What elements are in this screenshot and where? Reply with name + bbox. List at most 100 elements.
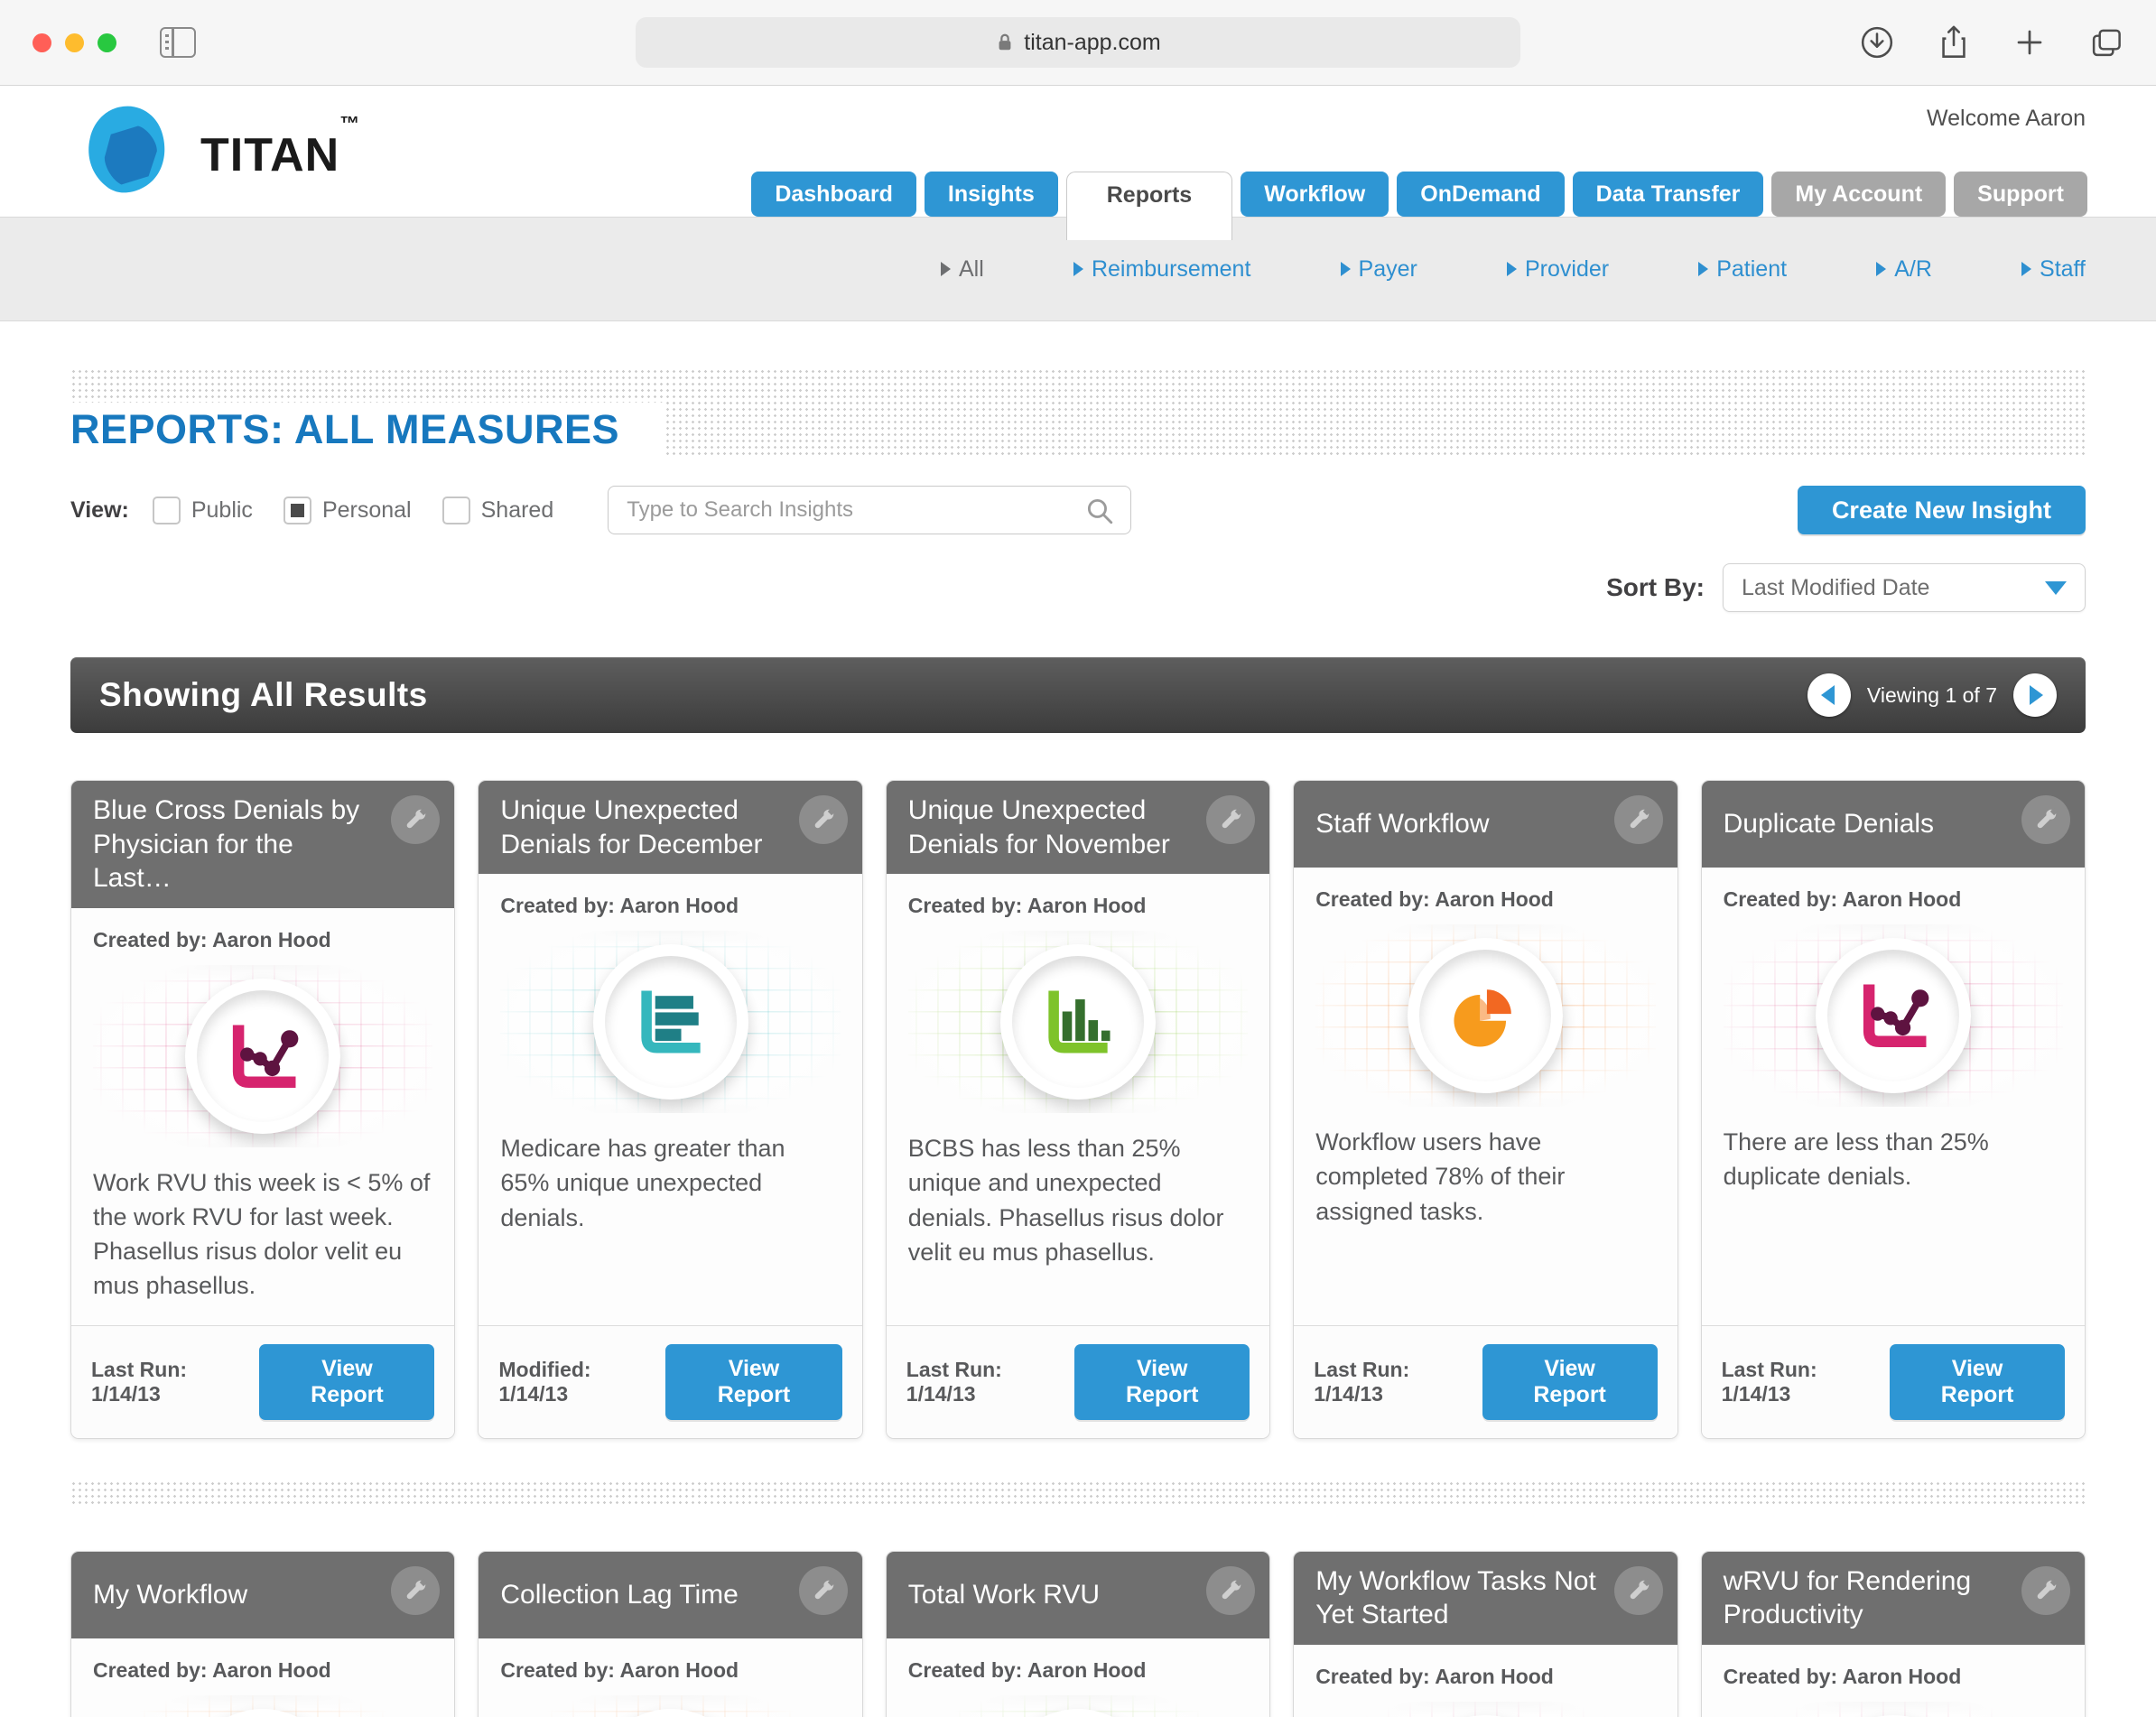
wrench-icon[interactable] [391,795,441,844]
subnav-payer[interactable]: Payer [1340,256,1417,283]
wrench-icon[interactable] [1206,795,1256,844]
card-body: Created by: Aaron HoodYou have 4 tasks y… [1294,1645,1677,1717]
view-option-public[interactable]: Public [152,496,253,524]
primary-nav: Dashboard Insights Reports Workflow OnDemand… [751,172,2087,240]
nav-insights[interactable]: Insights [924,172,1058,217]
triangle-right-icon [1698,262,1709,276]
sidebar-toggle-icon[interactable] [160,27,196,58]
wrench-icon[interactable] [2021,1565,2070,1615]
url-text: titan-app.com [1024,29,1161,55]
report-card-total-work-rvu: Total Work RVU Created by: Aaron HoodWork… [885,1550,1271,1717]
icon-circle [1408,1714,1564,1717]
subnav-reimbursement[interactable]: Reimbursement [1073,256,1250,283]
zoom-window-button[interactable] [98,32,116,52]
card-description: Medicare has greater than 65% unique une… [500,1135,785,1231]
search-insights [608,486,1132,534]
subnav-patient[interactable]: Patient [1698,256,1787,283]
card-created-by: Created by: Aaron Hood [907,894,1147,917]
row-divider [70,1480,2086,1504]
card-header: Staff Workflow [1294,781,1677,868]
page-title-band: REPORTS: ALL MEASURES [70,368,2086,460]
brand-name: TITAN [200,129,340,181]
wrench-icon[interactable] [798,795,848,844]
card-thumbnail [93,964,433,1147]
report-card-my-workflow: My Workflow Created by: Aaron HoodYou hav… [70,1550,456,1717]
titan-logo[interactable]: TITAN™ [79,102,359,209]
view-report-button[interactable]: View Report [259,1343,435,1420]
nav-my-account[interactable]: My Account [1771,172,1947,217]
card-footer: Last Run: 1/14/13 View Report [1294,1324,1677,1438]
subnav-a-r[interactable]: A/R [1876,256,1932,283]
checkbox-icon[interactable] [441,496,470,524]
close-window-button[interactable] [33,32,51,52]
nav-data-transfer[interactable]: Data Transfer [1572,172,1764,217]
nav-reports[interactable]: Reports [1065,172,1233,240]
tab-overview-icon[interactable] [2089,26,2123,59]
card-title: My Workflow Tasks Not Yet Started [1315,1565,1596,1630]
nav-support[interactable]: Support [1954,172,2087,217]
wrench-icon[interactable] [798,1565,848,1615]
card-description: BCBS has less than 25% unique and unexpe… [907,1135,1224,1266]
card-body: Created by: Aaron Hood Workflow users hav… [1294,868,1677,1325]
icon-circle [592,944,748,1100]
subnav-staff[interactable]: Staff [2021,256,2086,283]
view-report-button[interactable]: View Report [1074,1343,1250,1420]
icon-circle [592,1708,748,1717]
minimize-window-button[interactable] [65,32,84,52]
view-report-button[interactable]: View Report [1890,1343,2065,1420]
new-tab-icon[interactable] [2013,26,2046,59]
search-input[interactable] [608,486,1132,534]
subnav-all[interactable]: All [941,256,984,283]
card-footer: Last Run: 1/14/13 View Report [1701,1324,2085,1438]
results-bar: Showing All Results Viewing 1 of 7 [70,657,2086,733]
card-body: Created by: Aaron Hood BCBS has less than… [887,874,1269,1325]
card-thumbnail [1723,1701,2063,1717]
checkbox-icon[interactable] [152,496,181,524]
vbar-chart-green-icon [1011,956,1144,1088]
wrench-icon[interactable] [2021,795,2070,844]
card-body: Created by: Aaron Hood< 60% of collectio… [479,1638,861,1717]
pager-previous-button[interactable] [1807,673,1851,717]
checkbox-checked-icon[interactable] [283,496,311,524]
subnav-provider[interactable]: Provider [1506,256,1609,283]
create-new-insight-button[interactable]: Create New Insight [1797,486,2086,534]
wrench-icon[interactable] [1613,1565,1663,1615]
card-thumbnail [1723,924,2063,1107]
view-option-shared[interactable]: Shared [441,496,554,524]
share-icon[interactable] [1938,24,1970,60]
wrench-icon[interactable] [391,1565,441,1615]
card-thumbnail [500,1694,841,1717]
triangle-right-icon [941,262,951,276]
card-header: My Workflow [71,1551,455,1638]
icon-circle [999,944,1156,1100]
view-option-personal[interactable]: Personal [283,496,412,524]
report-card-blue-cross-denials-by-physician-for-the-last: Blue Cross Denials by Physician for the … [70,780,456,1439]
card-title: Blue Cross Denials by Physician for the … [93,795,360,893]
nav-dashboard[interactable]: Dashboard [751,172,916,217]
subnav-label: Reimbursement [1091,255,1251,282]
view-report-button[interactable]: View Report [1482,1343,1658,1420]
checkbox-label: Personal [321,497,412,523]
site-header: TITAN™ Welcome Aaron Dashboard Insights Re… [0,86,2156,240]
sort-dropdown[interactable]: Last Modified Date [1723,563,2086,612]
downloads-icon[interactable] [1860,25,1894,60]
card-thumbnail [1315,924,1656,1107]
card-header: wRVU for Rendering Productivity [1701,1551,2085,1645]
nav-ondemand[interactable]: OnDemand [1397,172,1565,217]
titan-logo-icon [88,106,165,193]
wrench-icon[interactable] [1613,795,1663,844]
wrench-icon[interactable] [1206,1565,1256,1615]
search-icon[interactable] [1084,496,1115,526]
checkbox-label: Shared [480,497,554,523]
card-title: Unique Unexpected Denials for December [500,795,763,859]
triangle-right-icon [1073,262,1083,276]
nav-workflow[interactable]: Workflow [1241,172,1389,217]
pager-next-button[interactable] [2013,673,2057,717]
icon-circle [1815,1714,1971,1717]
address-bar[interactable]: titan-app.com [636,17,1520,68]
view-report-button[interactable]: View Report [665,1343,842,1420]
card-created-by: Created by: Aaron Hood [500,1657,739,1682]
report-card-duplicate-denials: Duplicate Denials Created by: Aaron Hood T… [1700,780,2086,1439]
card-body: Created by: Aaron HoodYou have less than… [71,1638,454,1717]
card-meta: Last Run: 1/14/13 [91,1357,188,1406]
